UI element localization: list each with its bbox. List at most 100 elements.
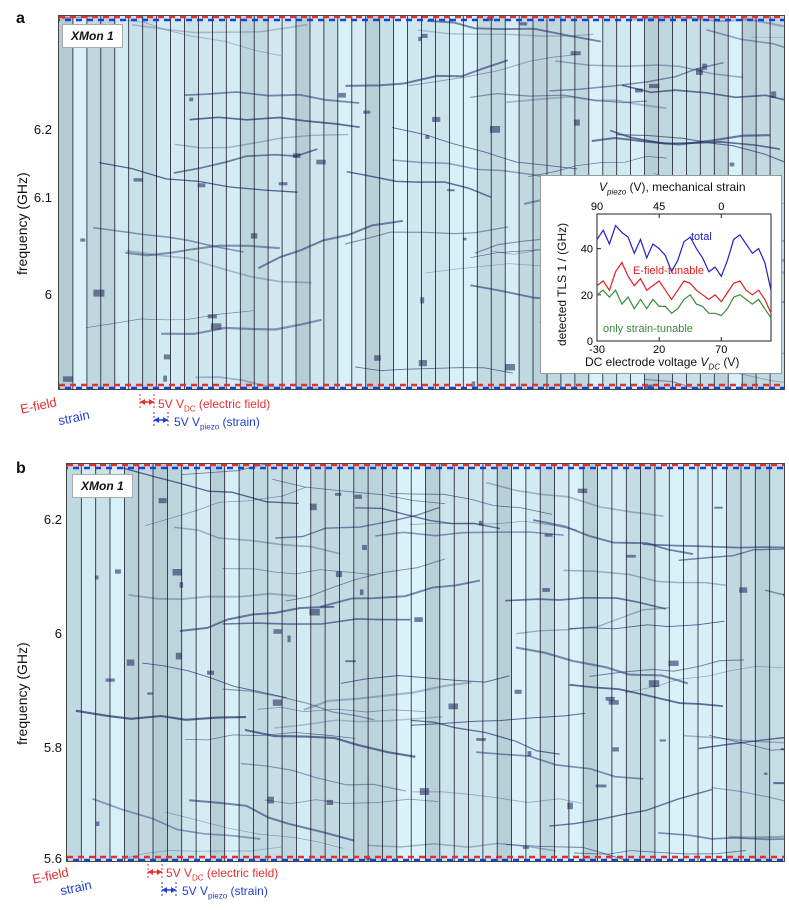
tls-spot — [420, 297, 425, 304]
tls-spot — [527, 751, 532, 757]
tls-trace — [184, 91, 360, 104]
tls-trace — [698, 736, 784, 750]
spectrum-strip — [505, 16, 520, 389]
panel-a-ytick: 6.1 — [33, 190, 52, 205]
panel-a-device-label: XMon 1 — [62, 24, 123, 48]
tls-spot — [783, 593, 784, 597]
inset-top-axis-label: Vpiezo (V), mechanical strain — [599, 180, 746, 197]
tls-trace — [345, 59, 509, 87]
tls-trace — [320, 579, 481, 608]
tls-trace — [189, 799, 355, 842]
spectrum-strip — [351, 16, 366, 389]
tls-spot — [448, 703, 458, 710]
spectrum-strip — [239, 464, 254, 861]
tls-trace — [303, 681, 472, 711]
inset-plot-frame — [596, 213, 772, 342]
panel-b-ytick: 6 — [54, 626, 62, 641]
tls-spot — [272, 699, 283, 706]
tls-trace — [678, 547, 784, 561]
inset-top-tick-label: 0 — [718, 201, 724, 213]
inset-top-tick-label: 90 — [591, 201, 603, 213]
tls-spot — [94, 575, 99, 580]
tls-spot — [574, 119, 580, 126]
tls-trace — [85, 310, 254, 329]
spectrum-strip — [382, 464, 397, 861]
tls-spot — [612, 747, 619, 752]
tls-spot — [729, 162, 735, 167]
spectrum-strip — [439, 464, 455, 861]
tls-trace — [128, 592, 298, 601]
spectrum-strip — [153, 464, 168, 861]
tls-spot — [668, 660, 679, 666]
tls-spot — [447, 189, 455, 192]
tls-spot — [635, 88, 643, 93]
tls-spot — [649, 83, 660, 89]
tls-trace — [272, 478, 446, 505]
spectrum-strip — [81, 464, 96, 861]
tls-trace — [392, 159, 566, 180]
tls-trace — [275, 506, 440, 539]
spectrum-strip — [740, 464, 756, 861]
panel-a-ytick: 6.2 — [33, 122, 52, 137]
tls-trace — [346, 170, 492, 198]
inset-xtick-label: 70 — [715, 344, 727, 356]
tls-spot — [714, 506, 723, 509]
spectrum-strip — [210, 464, 225, 861]
tls-trace — [391, 127, 578, 170]
tls-spot — [425, 135, 430, 139]
panel-b-vdc-note: 5V VDC (electric field) — [166, 866, 279, 883]
tls-spot — [478, 520, 483, 526]
spectrum-strip — [393, 16, 408, 389]
series-strain-line — [596, 289, 772, 319]
tls-trace — [221, 568, 376, 576]
panel-b-ytick: 5.8 — [43, 740, 62, 755]
tls-trace — [121, 467, 299, 505]
tls-spot — [570, 51, 581, 56]
tls-trace — [749, 264, 784, 275]
tls-trace — [751, 301, 784, 311]
series-strain-label: only strain-tunable — [603, 323, 693, 335]
spectrum-strip — [240, 16, 255, 389]
inset-xtick-label: 20 — [653, 344, 665, 356]
tls-spot — [489, 126, 501, 133]
tls-trace — [515, 646, 689, 685]
panel-a-letter: a — [16, 10, 25, 27]
panel-a-vpiezo-note: 5V Vpiezo (strain) — [174, 415, 260, 432]
spectrum-strip — [323, 16, 338, 389]
tls-trace — [642, 543, 784, 549]
spectrum-strip — [86, 16, 101, 389]
tls-spot — [374, 355, 381, 361]
spectrum-strip — [769, 464, 784, 861]
tls-trace — [285, 558, 446, 602]
tls-spot — [514, 689, 522, 694]
spectrum-strip — [697, 464, 713, 861]
tls-spot — [163, 375, 167, 382]
spectrum-strip — [337, 16, 352, 389]
spectrum-strip — [296, 464, 311, 861]
spectrum-strip — [435, 16, 450, 389]
tls-trace — [615, 134, 784, 163]
tls-spot — [335, 492, 342, 496]
tls-spot — [418, 360, 427, 367]
tls-trace — [99, 161, 298, 193]
tls-spot — [626, 554, 636, 558]
tls-spot — [567, 802, 573, 810]
tls-spot — [363, 110, 371, 114]
inset-top-tick-label: 45 — [653, 201, 665, 213]
tls-trace — [165, 811, 344, 849]
series-efield-line — [596, 261, 772, 314]
spectrum-strip — [198, 16, 213, 389]
panel-b-ytick: 6.2 — [43, 512, 62, 527]
tls-trace — [258, 219, 403, 269]
spectrum-strip — [67, 464, 82, 861]
spectrum-strip — [339, 464, 354, 861]
tls-trace — [589, 659, 745, 677]
spectrum-strip — [368, 464, 383, 861]
spectrum-strip — [254, 16, 269, 389]
tls-spot — [189, 97, 194, 102]
spectrum-strip — [267, 464, 283, 861]
panel-b-vdc-scale-arrow — [147, 864, 177, 898]
tls-spot — [771, 91, 777, 98]
tls-trace — [345, 226, 509, 245]
spectrum-strip — [421, 16, 436, 389]
